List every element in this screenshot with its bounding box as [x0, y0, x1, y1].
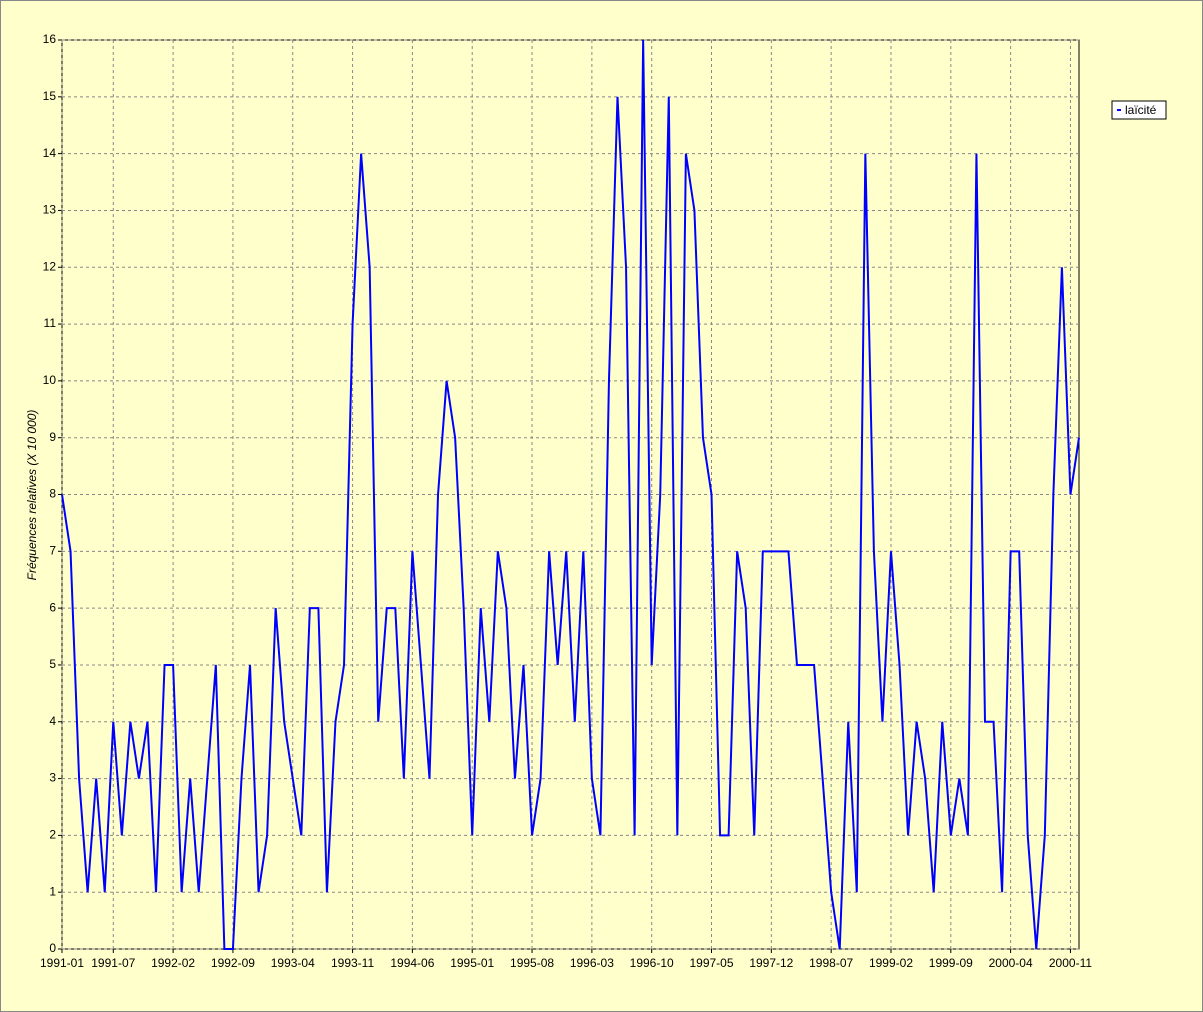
y-tick-label: 0 — [49, 941, 56, 955]
data-line — [61, 39, 1080, 950]
x-tick-label: 2000-04 — [989, 956, 1033, 970]
x-tick-label: 1994-06 — [390, 956, 434, 970]
legend-box — [1111, 100, 1167, 120]
y-tick-label: 14 — [43, 146, 57, 160]
y-tick-label: 4 — [49, 714, 56, 728]
x-tick-label: 1997-05 — [689, 956, 733, 970]
x-tick-label: 1995-01 — [450, 956, 494, 970]
y-tick-label: 11 — [44, 316, 57, 330]
y-tick-label: 16 — [43, 32, 57, 46]
x-tick-label: 1991-01 — [40, 956, 84, 970]
x-tick-label: 1999-02 — [869, 956, 913, 970]
x-tick-label: 1996-03 — [570, 956, 614, 970]
y-tick-label: 6 — [49, 600, 56, 614]
x-tick-label: 1993-04 — [271, 956, 315, 970]
x-tick-label: 1999-09 — [929, 956, 973, 970]
legend-label: laïcité — [1125, 103, 1157, 117]
x-tick-label: 1998-07 — [809, 956, 853, 970]
y-tick-label: 7 — [49, 543, 56, 557]
y-tick-label: 3 — [49, 771, 56, 785]
x-tick-label: 1995-08 — [510, 956, 554, 970]
x-tick-label: 1991-07 — [91, 956, 135, 970]
y-tick-label: 15 — [43, 89, 57, 103]
y-tick-label: 5 — [49, 657, 56, 671]
x-tick-label: 1996-10 — [630, 956, 674, 970]
x-tick-label: 1997-12 — [749, 956, 793, 970]
x-tick-label: 1993-11 — [331, 956, 374, 970]
y-tick-label: 8 — [49, 487, 56, 501]
y-tick-label: 10 — [43, 373, 57, 387]
x-tick-label: 2000-11 — [1049, 956, 1092, 970]
y-tick-label: 12 — [43, 259, 57, 273]
y-tick-label: 1 — [49, 884, 56, 898]
y-tick-label: 13 — [43, 203, 57, 217]
y-tick-label: 9 — [49, 430, 56, 444]
y-tick-label: 2 — [49, 828, 56, 842]
x-tick-label: 1992-09 — [211, 956, 255, 970]
y-axis-label: Fréquences relatives (X 10 000) — [25, 410, 39, 581]
x-tick-label: 1992-02 — [151, 956, 195, 970]
